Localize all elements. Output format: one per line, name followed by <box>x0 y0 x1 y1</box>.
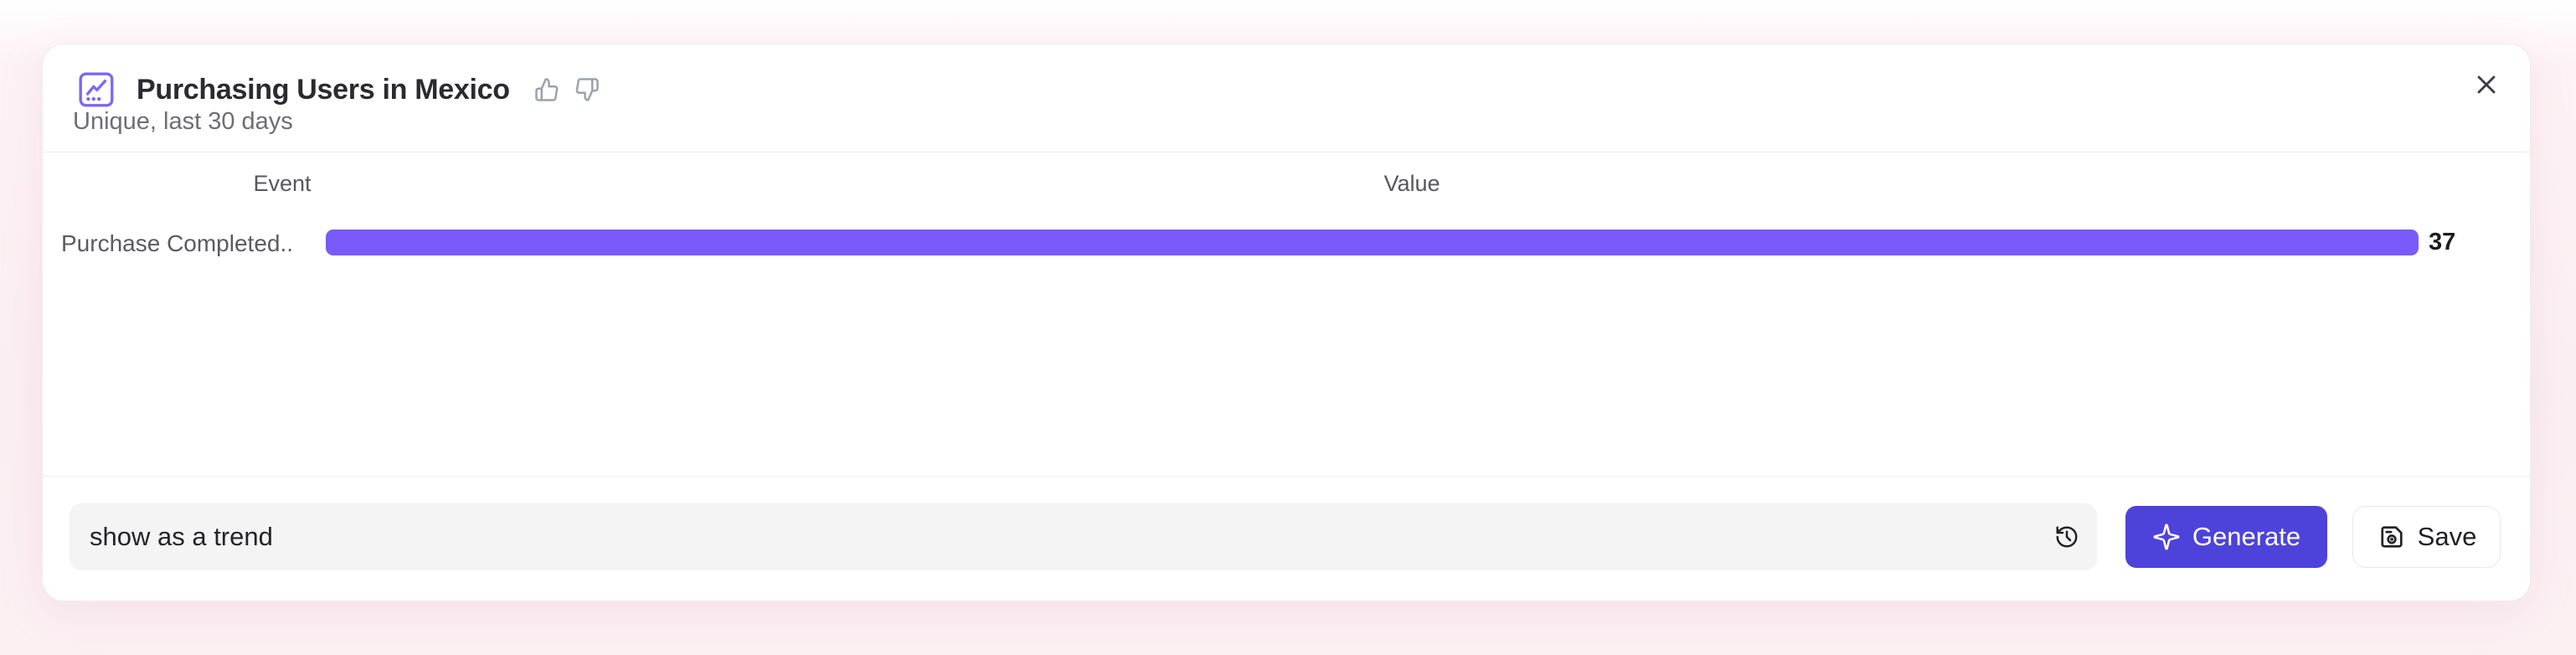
thumbs-down-button[interactable] <box>574 76 600 103</box>
sparkle-icon <box>2153 523 2180 550</box>
feedback-buttons <box>533 76 600 103</box>
close-button[interactable] <box>2470 68 2503 101</box>
line-chart-icon <box>76 70 116 110</box>
save-button-label: Save <box>2417 522 2477 551</box>
generate-button[interactable]: Generate <box>2125 506 2327 568</box>
save-icon <box>2381 526 2403 548</box>
card-header: Purchasing Users in Mexico <box>76 70 600 110</box>
close-icon <box>2477 75 2496 94</box>
report-title: Purchasing Users in Mexico <box>137 73 510 106</box>
history-button[interactable] <box>2048 518 2085 555</box>
thumbs-up-icon <box>534 78 559 101</box>
event-row-label: Purchase Completed... <box>61 230 292 256</box>
bar-value-label: 37 <box>2429 229 2456 255</box>
save-button[interactable]: Save <box>2352 506 2501 568</box>
generate-button-label: Generate <box>2192 522 2301 551</box>
report-subtitle: Unique, last 30 days <box>73 108 293 135</box>
footer-divider <box>43 476 2530 477</box>
report-card: Purchasing Users in Mexico Unique, last … <box>42 44 2531 601</box>
history-icon <box>2056 526 2078 548</box>
thumbs-up-button[interactable] <box>533 76 560 103</box>
prompt-input[interactable] <box>70 503 2048 570</box>
bar-purchase-completed[interactable] <box>326 230 2419 255</box>
prompt-input-container <box>70 503 2097 570</box>
thumbs-down-icon <box>575 78 599 101</box>
column-header-value: Value <box>1383 171 1440 196</box>
column-header-event: Event <box>253 171 312 196</box>
